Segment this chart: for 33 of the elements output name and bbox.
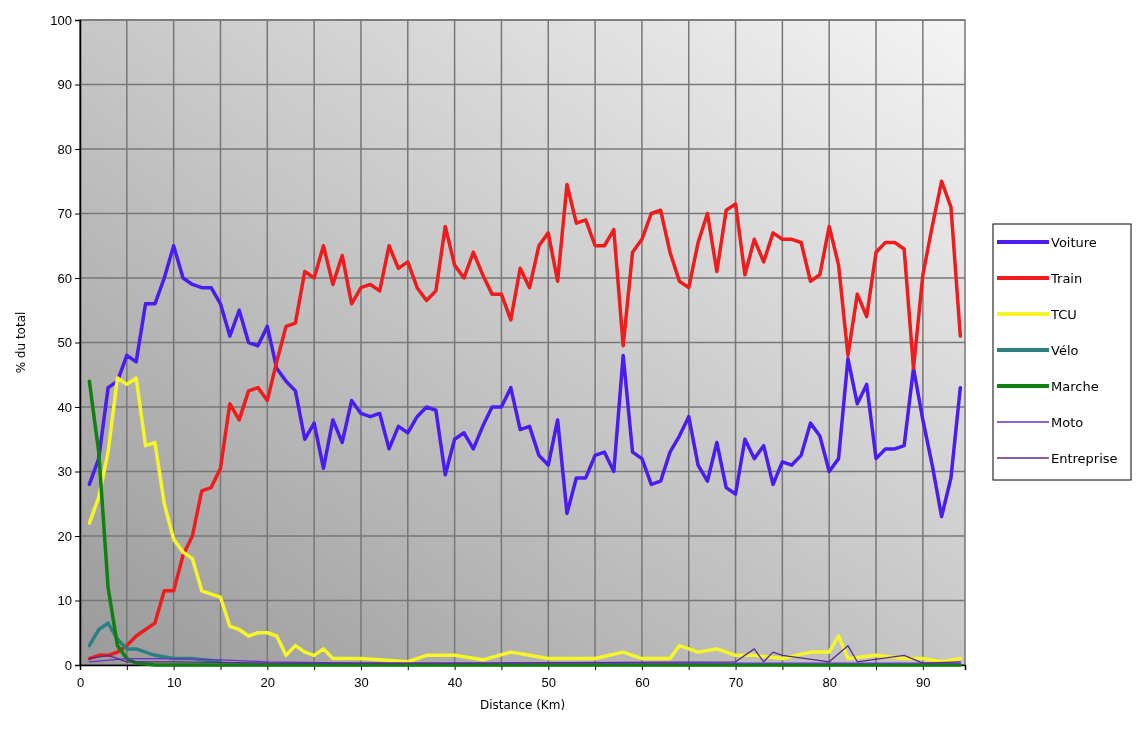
y-tick-label: 40 xyxy=(57,399,72,415)
x-axis-title: Distance (Km) xyxy=(479,698,566,712)
line-series xyxy=(88,645,961,664)
y-tick-label: 80 xyxy=(57,141,72,157)
x-tick-label: 60 xyxy=(635,675,650,691)
x-tick-label: 80 xyxy=(822,675,837,691)
y-tick-label: 60 xyxy=(57,270,72,286)
x-tick-label: 30 xyxy=(354,675,369,691)
line-series xyxy=(87,179,963,661)
y-tick-label: 100 xyxy=(50,12,72,28)
legend-label: Moto xyxy=(1051,415,1084,430)
legend-label: Marche xyxy=(1051,379,1099,394)
y-tick-label: 20 xyxy=(57,528,72,544)
y-axis-title: % du total xyxy=(14,311,28,374)
x-tick-label: 50 xyxy=(541,675,556,691)
x-tick-label: 70 xyxy=(728,675,744,691)
legend-label: Vélo xyxy=(1051,343,1079,358)
x-tick-label: 90 xyxy=(916,675,931,691)
x-tick-label: 10 xyxy=(166,675,182,691)
legend-label: TCU xyxy=(1050,307,1077,322)
legend-label: Voiture xyxy=(1051,235,1097,250)
line-series xyxy=(87,244,963,519)
y-tick-label: 30 xyxy=(57,464,72,480)
y-tick-label: 0 xyxy=(64,657,72,673)
legend-label: Train xyxy=(1050,271,1083,286)
y-tick-label: 70 xyxy=(57,206,72,222)
x-tick-label: 0 xyxy=(76,675,85,691)
legend-label: Entreprise xyxy=(1051,451,1118,466)
y-tick-label: 10 xyxy=(57,593,72,609)
x-tick-label: 40 xyxy=(447,675,463,691)
y-tick-label: 50 xyxy=(57,335,72,351)
y-tick-label: 90 xyxy=(57,77,72,93)
x-tick-label: 20 xyxy=(260,675,276,691)
